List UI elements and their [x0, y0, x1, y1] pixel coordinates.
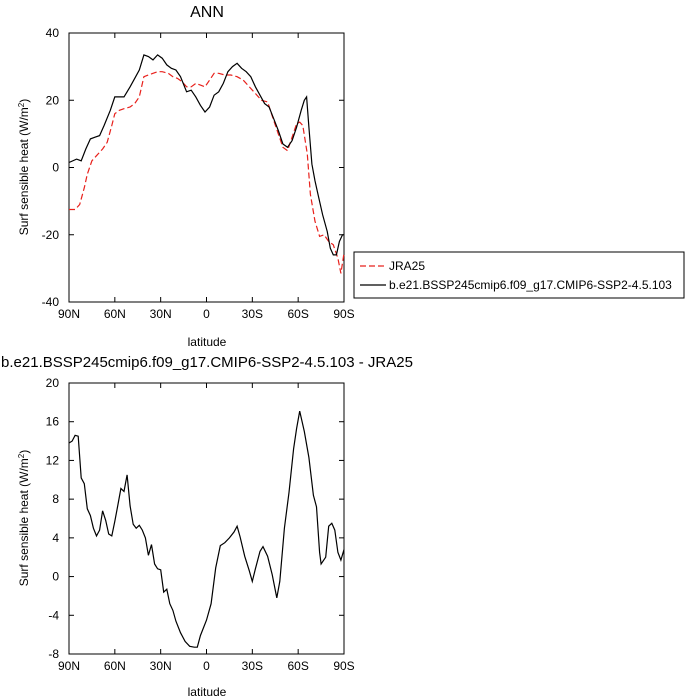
legend-box: [353, 251, 685, 299]
y-tick-label: 8: [52, 492, 59, 506]
x-tick-label: 90N: [58, 659, 80, 673]
x-tick-label: 60N: [104, 307, 126, 321]
y-tick-label: 0: [52, 161, 59, 175]
top-plot-frame: [68, 32, 345, 303]
x-tick-label: 60S: [287, 659, 308, 673]
y-tick-label: 20: [46, 93, 60, 107]
top-series-lines: [68, 54, 345, 274]
legend-label-model: b.e21.BSSP245cmip6.f09_g17.CMIP6-SSP2-4.…: [389, 278, 672, 292]
series-line-model: [68, 54, 344, 256]
top-chart-title: ANN: [190, 4, 224, 21]
x-tick-label: 90S: [333, 659, 354, 673]
bottom-chart-title: b.e21.BSSP245cmip6.f09_g17.CMIP6-SSP2-4.…: [1, 354, 413, 371]
bottom-panel: b.e21.BSSP245cmip6.f09_g17.CMIP6-SSP2-4.…: [1, 354, 413, 699]
y-tick-label: 40: [46, 26, 60, 40]
x-tick-label: 30N: [150, 659, 172, 673]
y-tick-label: -40: [42, 295, 60, 309]
bottom-x-axis-label: latitude: [188, 685, 227, 699]
x-tick-label: 0: [203, 659, 210, 673]
x-tick-label: 60N: [104, 659, 126, 673]
bottom-y-axis-label: Surf sensible heat (W/m2): [17, 450, 31, 587]
y-tick-label: 20: [46, 376, 60, 390]
x-tick-label: 30S: [242, 659, 263, 673]
x-tick-label: 60S: [287, 307, 308, 321]
legend: JRA25 b.e21.BSSP245cmip6.f09_g17.CMIP6-S…: [353, 251, 685, 299]
y-tick-label: 0: [52, 570, 59, 584]
x-tick-label: 90S: [333, 307, 354, 321]
top-x-axis-label: latitude: [188, 335, 227, 349]
y-tick-label: -20: [42, 228, 60, 242]
y-tick-label: -4: [48, 608, 59, 622]
x-tick-label: 30N: [150, 307, 172, 321]
y-tick-label: 16: [46, 415, 60, 429]
series-line-model: [68, 410, 345, 648]
y-tick-label: -8: [48, 647, 59, 661]
x-tick-label: 90N: [58, 307, 80, 321]
y-tick-label: 12: [46, 453, 60, 467]
bottom-axis-ticks: 90N 60N 30N 0 30S 60S 90S -8 -4 0 4 8 12 16 20: [46, 376, 355, 673]
top-y-axis-label: Surf sensible heat (W/m2): [17, 99, 31, 236]
legend-label-jra25: JRA25: [389, 259, 425, 273]
top-axis-ticks: 90N 60N 30N 0 30S 60S 90S -40 -20 0 20 40: [42, 26, 355, 321]
y-tick-label: 4: [52, 531, 59, 545]
x-tick-label: 30S: [242, 307, 263, 321]
top-panel: ANN 90N 60N 30N 0 30S 60S 90S -40 -20 0 20 40 latit…: [17, 4, 355, 349]
x-tick-label: 0: [203, 307, 210, 321]
bottom-series-lines: [68, 410, 345, 648]
series-line-jra25: [69, 71, 345, 274]
